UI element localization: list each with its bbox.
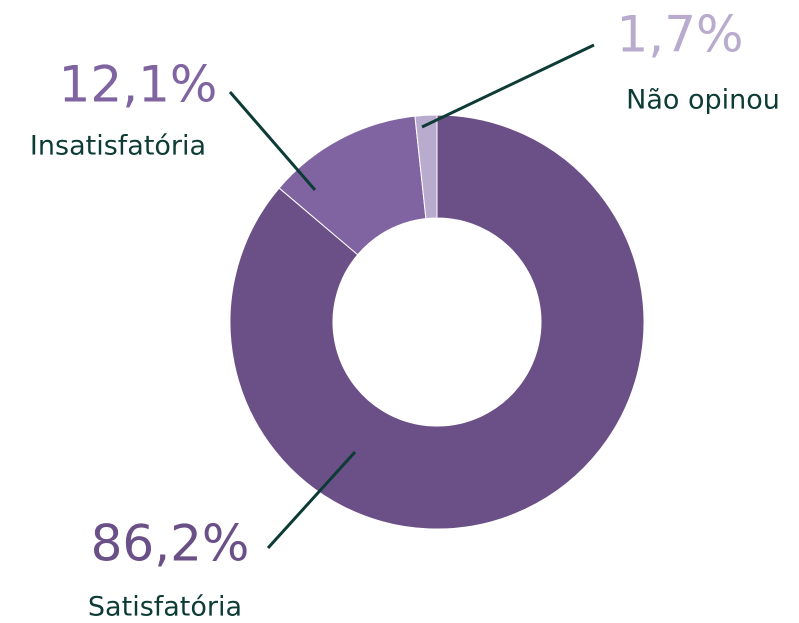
leader-line bbox=[421, 43, 595, 129]
category-label: Insatisfatória bbox=[30, 131, 206, 162]
donut-slice bbox=[229, 114, 645, 530]
value-label: 12,1% bbox=[59, 56, 218, 114]
donut-slice bbox=[414, 114, 438, 220]
value-label: 86,2% bbox=[91, 515, 250, 573]
category-label: Não opinou bbox=[626, 85, 780, 116]
leader-line bbox=[228, 91, 317, 191]
category-label: Satisfatória bbox=[88, 592, 242, 623]
leader-line bbox=[266, 450, 357, 550]
value-label: 1,7% bbox=[616, 6, 743, 64]
